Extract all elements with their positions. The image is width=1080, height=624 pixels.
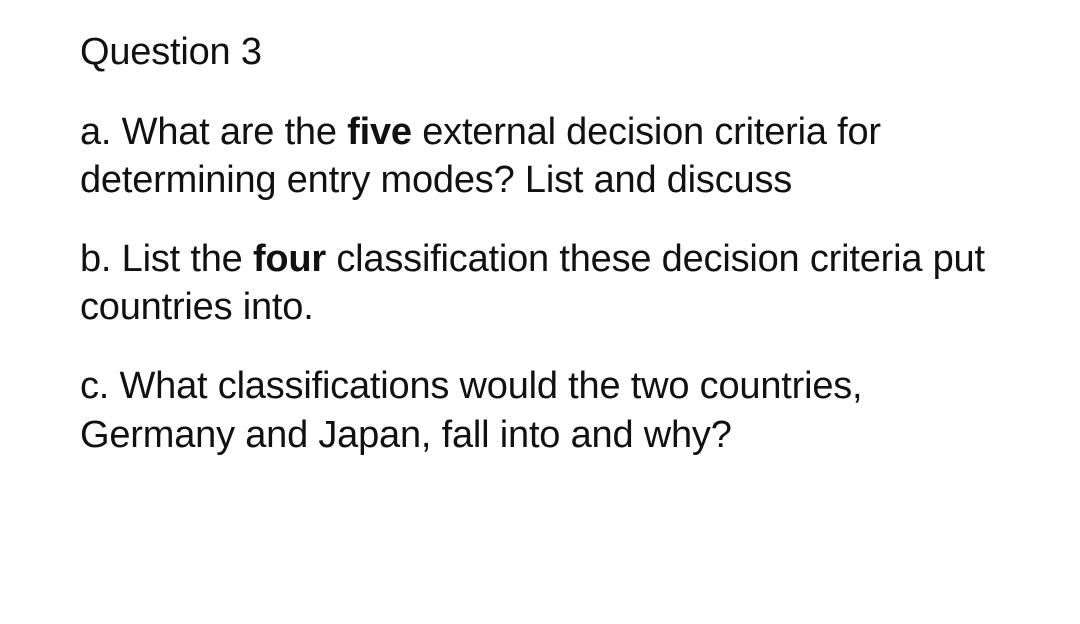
question-page: Question 3 a. What are the five external…: [0, 0, 1080, 519]
question-heading: Question 3: [80, 30, 1010, 76]
part-a-bold: five: [347, 111, 412, 153]
part-a-prefix: a. What are the: [80, 111, 347, 153]
part-b-bold: four: [253, 238, 326, 280]
question-part-b: b. List the four classification these de…: [80, 235, 1010, 332]
question-part-c: c. What classifications would the two co…: [80, 362, 1010, 459]
question-part-a: a. What are the five external decision c…: [80, 108, 1010, 205]
part-b-prefix: b. List the: [80, 238, 253, 280]
part-c-text: c. What classifications would the two co…: [80, 365, 862, 456]
